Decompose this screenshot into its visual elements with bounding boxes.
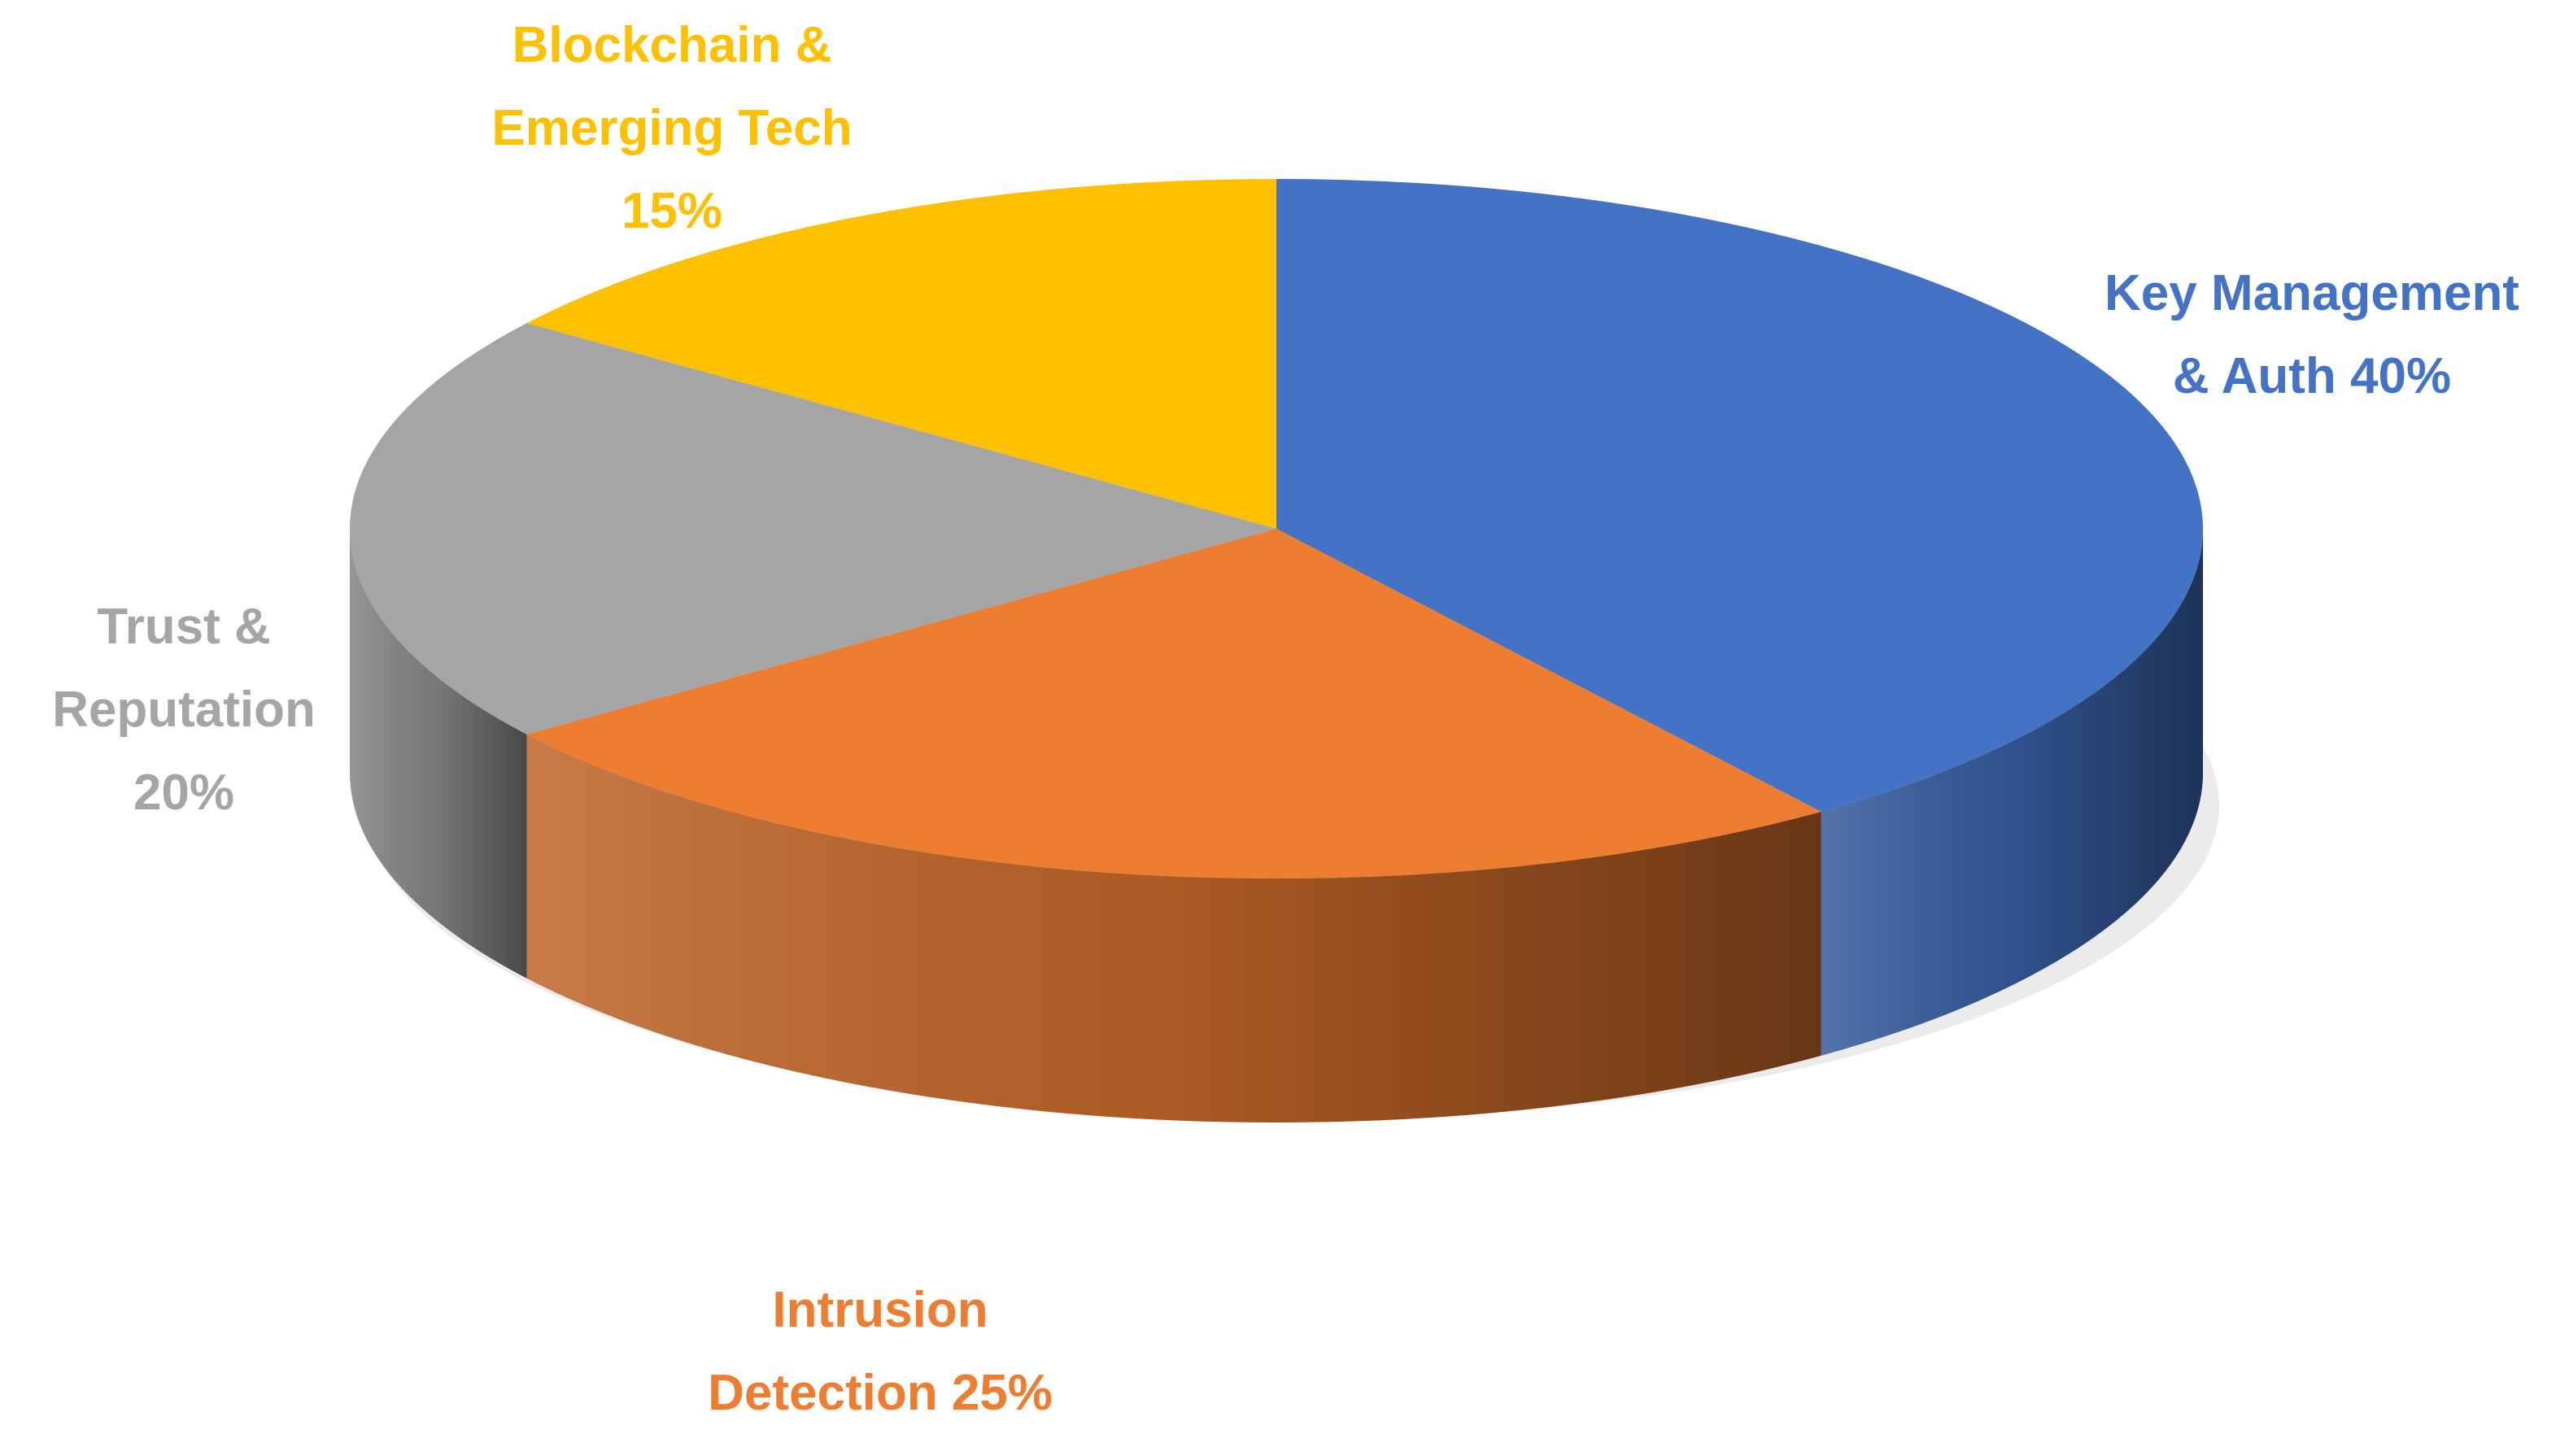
slice <box>526 179 1276 529</box>
category-label: Trust & Reputation <box>52 599 316 738</box>
category-label: Intrusion Detection <box>708 1282 988 1421</box>
category-label: Key Management & Auth <box>2105 265 2519 404</box>
data-label: Trust & Reputation 20% <box>21 586 347 835</box>
category-label: Blockchain & Emerging Tech <box>491 17 853 156</box>
value-label: 25% <box>951 1365 1053 1421</box>
slice <box>1276 179 2203 812</box>
data-label: Blockchain & Emerging Tech 15% <box>444 4 900 253</box>
slice <box>350 323 1276 735</box>
value-label: 40% <box>2350 348 2452 404</box>
slice-side-shade <box>526 734 1821 1123</box>
data-label: Key Management & Auth 40% <box>2084 252 2540 418</box>
value-label: 20% <box>133 765 235 821</box>
slice <box>526 529 1821 878</box>
slice-side-shade <box>350 529 527 979</box>
data-label: Intrusion Detection 25% <box>652 1269 1108 1435</box>
value-label: 15% <box>621 183 723 239</box>
slice-side-shade <box>1821 529 2203 1056</box>
